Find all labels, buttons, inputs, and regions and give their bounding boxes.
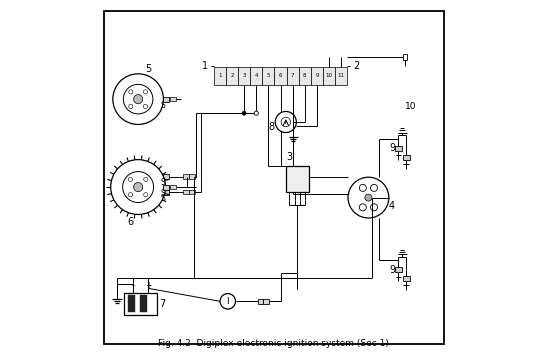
Bar	[286, 166, 309, 192]
Circle shape	[281, 117, 290, 127]
Bar	[189, 174, 195, 179]
Text: 2: 2	[230, 73, 234, 78]
Text: +: +	[145, 281, 152, 290]
Bar	[163, 185, 169, 190]
Bar	[395, 267, 402, 272]
Text: 2: 2	[353, 61, 359, 71]
Text: 1: 1	[218, 73, 222, 78]
Text: 8: 8	[303, 73, 306, 78]
Text: 1: 1	[202, 61, 208, 71]
Bar	[275, 67, 287, 85]
Text: 7: 7	[291, 73, 294, 78]
Text: 9: 9	[389, 143, 395, 153]
Circle shape	[110, 160, 166, 215]
Bar	[311, 67, 323, 85]
Text: 9: 9	[315, 73, 319, 78]
Text: 5: 5	[146, 64, 152, 74]
Circle shape	[129, 90, 133, 94]
Bar	[335, 67, 347, 85]
Text: 5: 5	[266, 73, 270, 78]
Text: 7: 7	[160, 299, 166, 309]
Text: S: S	[160, 194, 165, 203]
Bar	[163, 97, 169, 102]
Circle shape	[242, 111, 246, 115]
Bar	[170, 97, 176, 101]
Bar	[395, 146, 402, 151]
Circle shape	[129, 193, 132, 197]
Text: 10: 10	[405, 102, 416, 111]
Bar	[140, 295, 147, 312]
Bar	[189, 190, 195, 195]
Bar	[214, 67, 226, 85]
Text: 8: 8	[269, 122, 275, 132]
Text: 4: 4	[388, 202, 394, 211]
Text: 9: 9	[389, 265, 395, 275]
Bar	[258, 299, 263, 304]
Bar	[263, 67, 275, 85]
Text: S: S	[160, 189, 165, 198]
Bar	[128, 295, 135, 312]
Circle shape	[113, 74, 164, 125]
Text: 6: 6	[127, 217, 133, 227]
Bar	[124, 293, 158, 315]
Bar	[163, 190, 169, 195]
Circle shape	[129, 104, 133, 109]
Text: 3: 3	[286, 152, 293, 162]
Bar	[287, 67, 299, 85]
Bar	[403, 155, 410, 160]
Circle shape	[370, 184, 377, 191]
Circle shape	[123, 172, 154, 203]
Bar	[163, 174, 169, 179]
Bar	[183, 174, 189, 179]
Circle shape	[275, 112, 296, 132]
Bar	[299, 67, 311, 85]
Circle shape	[348, 177, 389, 218]
Text: Fig. 4.2  Digiplex electronic ignition system (Sec 1): Fig. 4.2 Digiplex electronic ignition sy…	[158, 339, 389, 348]
Bar	[238, 67, 250, 85]
Text: 6: 6	[279, 73, 282, 78]
Circle shape	[124, 84, 153, 114]
Circle shape	[359, 184, 366, 191]
Circle shape	[133, 95, 143, 104]
Circle shape	[365, 194, 372, 201]
Circle shape	[143, 90, 148, 94]
Bar	[250, 67, 263, 85]
Bar	[403, 276, 410, 281]
Bar	[323, 67, 335, 85]
Circle shape	[254, 111, 258, 115]
Circle shape	[143, 104, 148, 109]
Text: I: I	[226, 297, 229, 306]
Circle shape	[144, 193, 148, 197]
Text: 11: 11	[337, 73, 345, 78]
Text: 3: 3	[242, 73, 246, 78]
Bar	[214, 36, 347, 85]
Circle shape	[133, 183, 143, 192]
Circle shape	[370, 204, 377, 211]
Bar	[183, 190, 189, 195]
Circle shape	[359, 204, 366, 211]
Text: S: S	[160, 178, 165, 187]
Bar	[263, 299, 269, 304]
Bar	[403, 54, 407, 60]
Text: S: S	[160, 101, 165, 110]
Circle shape	[220, 294, 236, 309]
Bar	[170, 185, 176, 189]
Text: 10: 10	[325, 73, 333, 78]
Text: 4: 4	[254, 73, 258, 78]
Text: -: -	[132, 281, 135, 290]
Circle shape	[144, 177, 148, 181]
Bar	[226, 67, 238, 85]
Circle shape	[129, 177, 132, 181]
